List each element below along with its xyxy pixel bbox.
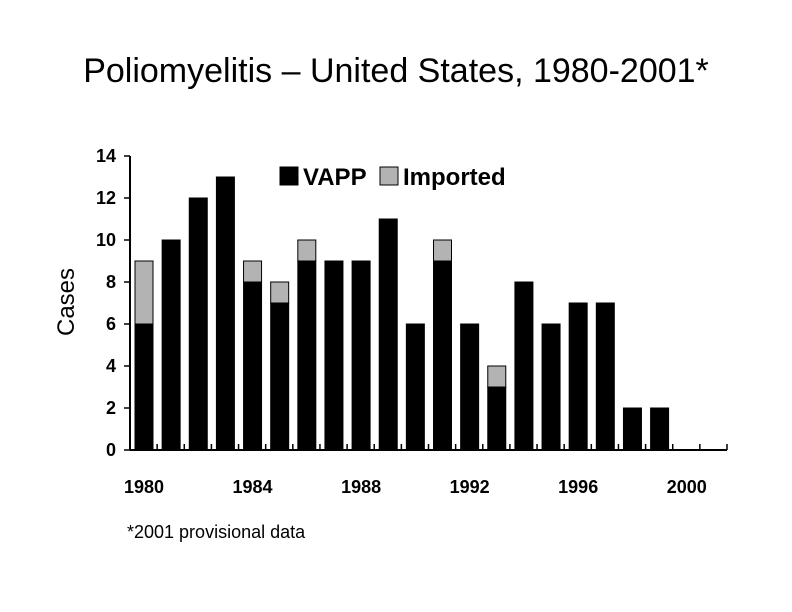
bar-imported-1984 — [243, 260, 263, 283]
y-tick-label-4: 4 — [106, 356, 116, 376]
bar-vapp-1989 — [378, 218, 398, 451]
y-axis-label: Cases — [53, 268, 80, 336]
bar-vapp-1996 — [568, 302, 588, 451]
x-tick-label-1996: 1996 — [558, 477, 598, 497]
y-tick-label-14: 14 — [96, 146, 116, 166]
bar-vapp-1981 — [161, 239, 181, 451]
x-tick-label-1988: 1988 — [341, 477, 381, 497]
y-tick-label-0: 0 — [106, 440, 116, 460]
y-tick-label-2: 2 — [106, 398, 116, 418]
x-ticks-group: 1980 1984 1988 1992 1996 2000 — [124, 477, 707, 497]
bar-vapp-1982 — [188, 197, 208, 451]
bar-vapp-1999 — [650, 407, 670, 451]
bar-vapp-1984 — [243, 281, 263, 451]
bar-vapp-1991 — [433, 260, 452, 451]
x-tick-label-1980: 1980 — [124, 477, 164, 497]
x-tick-label-1984: 1984 — [233, 477, 273, 497]
bar-imported-1991 — [433, 239, 452, 262]
bar-vapp-1992 — [460, 323, 480, 451]
bar-imported-1993 — [487, 365, 507, 388]
x-tick-label-2000: 2000 — [667, 477, 707, 497]
bar-vapp-1993 — [487, 386, 507, 451]
chart-title: Poliomyelitis – United States, 1980-2001… — [83, 52, 709, 90]
bar-vapp-1998 — [622, 407, 642, 451]
bar-imported-1985 — [270, 281, 290, 304]
footnote: *2001 provisional data — [127, 522, 306, 542]
bar-vapp-1990 — [405, 323, 425, 451]
bar-vapp-1983 — [215, 176, 235, 451]
bar-vapp-1997 — [595, 302, 615, 451]
y-tick-label-10: 10 — [96, 230, 116, 250]
bars-group — [134, 176, 670, 451]
y-tick-label-8: 8 — [106, 272, 116, 292]
axes-group — [129, 156, 728, 451]
legend-label-imported: Imported — [403, 164, 506, 191]
legend-swatch-vapp — [279, 166, 299, 186]
bar-vapp-1986 — [297, 260, 317, 451]
bar-vapp-1995 — [541, 323, 561, 451]
legend-label-vapp: VAPP — [303, 164, 367, 191]
y-tick-label-6: 6 — [106, 314, 116, 334]
bar-vapp-1988 — [351, 260, 371, 451]
bar-vapp-1980 — [134, 323, 154, 451]
bar-imported-1986 — [297, 239, 317, 262]
legend-swatch-imported — [379, 166, 399, 186]
bar-vapp-1994 — [514, 281, 534, 451]
x-tick-label-1992: 1992 — [450, 477, 490, 497]
bar-vapp-1987 — [324, 260, 344, 451]
y-tick-label-12: 12 — [96, 188, 116, 208]
y-ticks-group: 0 2 4 6 8 10 12 14 — [96, 146, 130, 460]
bar-vapp-1985 — [270, 302, 290, 451]
legend: VAPP Imported — [279, 164, 506, 191]
bar-imported-1980 — [134, 260, 154, 325]
